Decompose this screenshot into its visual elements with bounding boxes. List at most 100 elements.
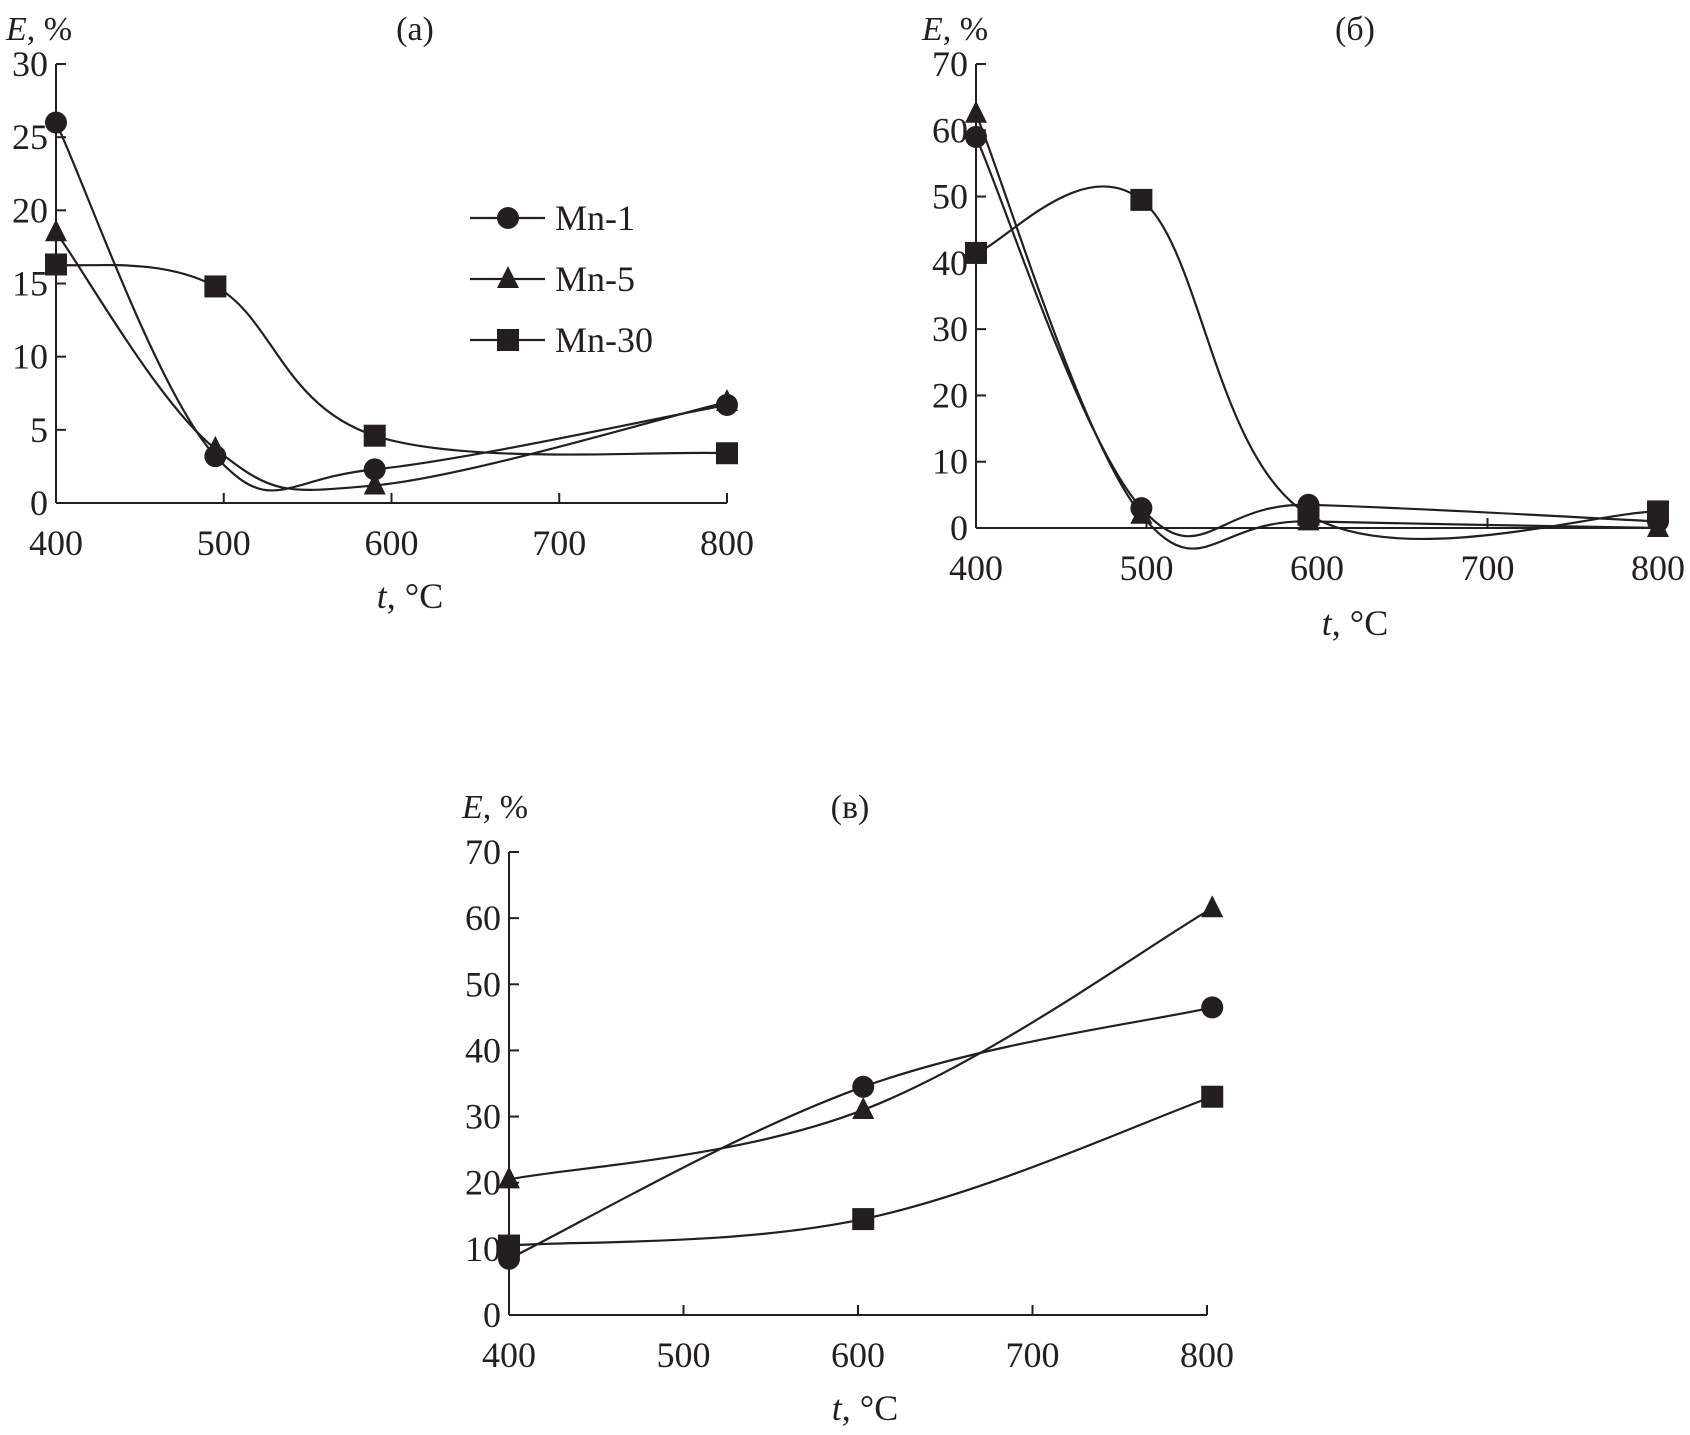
data-point: [852, 1096, 875, 1119]
y-tick-label: 30: [932, 309, 968, 349]
y-tick-label: 5: [30, 410, 48, 450]
series-line: [55, 231, 728, 491]
legend-label: Mn-5: [555, 259, 635, 299]
legend-item: Mn-5: [470, 259, 635, 299]
data-point: [852, 1075, 875, 1098]
data-point: [363, 424, 386, 447]
y-tick-label: 50: [465, 964, 501, 1004]
y-tick-label: 70: [465, 832, 501, 872]
data-point: [45, 111, 67, 134]
series-mn-1: [965, 125, 1669, 538]
x-tick-label: 800: [700, 523, 754, 563]
x-axis-label-unit: , °C: [387, 576, 443, 616]
chart-title: (в): [831, 789, 870, 826]
x-axis-label-var: t: [1322, 603, 1333, 643]
data-point: [1201, 996, 1224, 1019]
y-tick-label: 25: [12, 117, 48, 157]
y-tick-label: 10: [12, 337, 48, 377]
data-point: [965, 125, 987, 148]
x-axis-label: t, °C: [832, 1388, 898, 1428]
y-tick-label: 40: [465, 1030, 501, 1070]
data-point: [965, 100, 987, 123]
y-axis-label: E, %: [461, 789, 528, 826]
data-point: [1130, 501, 1153, 524]
y-tick-label: 30: [465, 1097, 501, 1137]
series-line: [974, 136, 1659, 538]
y-tick-label: 70: [932, 44, 968, 84]
x-axis-label-unit: , °C: [842, 1388, 898, 1428]
y-axis-label-unit: , %: [483, 789, 528, 826]
x-tick-label: 600: [365, 523, 419, 563]
y-tick-label: 0: [483, 1295, 501, 1335]
chart-title: (б): [1335, 11, 1375, 48]
y-axis-label: E, %: [5, 11, 72, 48]
data-point: [45, 253, 67, 276]
series-mn-30: [965, 185, 1669, 540]
x-tick-label: 600: [831, 1335, 885, 1375]
data-point: [363, 458, 386, 481]
x-tick-label: 700: [532, 523, 586, 563]
y-tick-label: 60: [932, 110, 968, 150]
x-tick-label: 500: [1120, 548, 1174, 588]
x-tick-label: 500: [197, 523, 251, 563]
y-tick-label: 20: [12, 190, 48, 230]
x-tick-label: 800: [1631, 548, 1685, 588]
x-axis-label-var: t: [832, 1388, 843, 1428]
y-tick-label: 0: [950, 508, 968, 548]
data-point: [852, 1208, 875, 1231]
legend-label: Mn-1: [555, 198, 635, 238]
y-tick-label: 15: [12, 264, 48, 304]
y-tick-label: 10: [465, 1229, 501, 1269]
x-axis-label-unit: , °C: [1332, 603, 1388, 643]
legend-marker: [497, 207, 519, 229]
x-tick-label: 400: [482, 1335, 536, 1375]
y-tick-label: 20: [932, 375, 968, 415]
data-point: [1297, 503, 1320, 526]
series-line: [55, 122, 728, 492]
data-point: [965, 241, 987, 264]
legend-item: Mn-30: [470, 320, 653, 360]
data-point: [498, 1234, 520, 1257]
data-point: [1201, 895, 1224, 918]
x-axis-label: t, °C: [1322, 603, 1388, 643]
y-tick-label: 10: [932, 442, 968, 482]
series-line: [55, 263, 728, 456]
x-tick-label: 700: [1006, 1335, 1060, 1375]
series-line: [974, 113, 1659, 550]
x-tick-label: 400: [949, 548, 1003, 588]
y-tick-label: 40: [932, 243, 968, 283]
series-mn-5: [45, 219, 738, 495]
x-tick-label: 600: [1290, 548, 1344, 588]
data-point: [363, 472, 386, 495]
data-point: [1201, 1085, 1224, 1108]
x-tick-label: 400: [29, 523, 83, 563]
data-point: [1130, 188, 1153, 211]
series-line: [975, 185, 1659, 540]
y-axis-label-unit: , %: [27, 11, 72, 48]
y-axis-label-unit: , %: [943, 11, 988, 48]
series-mn-1: [45, 111, 738, 492]
x-axis-label: t, °C: [377, 576, 443, 616]
data-point: [716, 442, 738, 465]
y-tick-label: 60: [465, 898, 501, 938]
y-tick-label: 50: [932, 177, 968, 217]
data-point: [204, 435, 227, 458]
chart-panel-0: 400 500 600 700 800 0 5 10 15 20 25 30 (а) E, % t, °C M…: [5, 11, 754, 616]
y-tick-label: 20: [465, 1163, 501, 1203]
y-tick-label: 30: [12, 44, 48, 84]
data-point: [716, 389, 738, 412]
series-mn-5: [498, 895, 1224, 1189]
data-point: [1647, 515, 1669, 537]
data-point: [204, 275, 227, 298]
data-point: [1647, 500, 1669, 523]
series-mn-30: [498, 1085, 1224, 1257]
y-axis-label: E, %: [921, 11, 988, 48]
series-mn-30: [45, 253, 738, 465]
legend-marker: [497, 266, 519, 288]
chart-title: (а): [396, 11, 434, 48]
y-axis-label-var: E: [5, 11, 27, 48]
x-tick-label: 500: [657, 1335, 711, 1375]
